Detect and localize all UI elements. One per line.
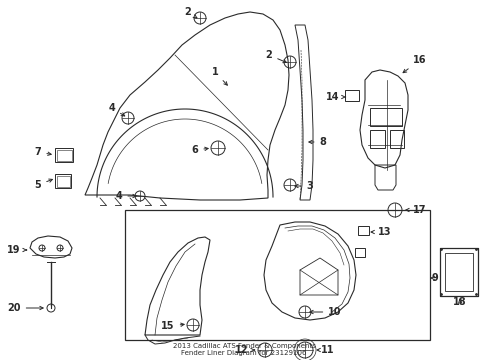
Bar (357, 226, 368, 235)
Text: 10: 10 (309, 307, 341, 317)
Bar (439, 248, 477, 296)
Text: 1: 1 (211, 67, 227, 85)
Text: 7: 7 (35, 147, 51, 157)
Bar (345, 90, 358, 101)
Text: 11: 11 (316, 345, 334, 355)
Text: 8: 8 (308, 137, 326, 147)
Text: 20: 20 (7, 303, 43, 313)
Text: 3: 3 (294, 181, 313, 191)
Text: 2: 2 (265, 50, 286, 63)
Text: 4: 4 (108, 103, 124, 116)
Bar (369, 108, 401, 126)
Text: 14: 14 (325, 92, 345, 102)
Bar (444, 253, 472, 291)
Text: 19: 19 (7, 245, 26, 255)
Text: 6: 6 (191, 145, 208, 155)
Text: 5: 5 (35, 179, 52, 190)
Text: 12: 12 (235, 345, 254, 355)
Bar (55, 174, 71, 188)
Bar (57, 149, 71, 161)
Bar (354, 248, 364, 257)
Text: 9: 9 (430, 273, 437, 283)
Bar (369, 130, 384, 148)
Bar (57, 175, 69, 186)
Text: 13: 13 (370, 227, 391, 237)
Text: 2013 Cadillac ATS Fender & Components
Fender Liner Diagram for 23129106: 2013 Cadillac ATS Fender & Components Fe… (172, 343, 315, 356)
Text: 2: 2 (184, 7, 197, 18)
Bar (55, 148, 73, 162)
Text: 16: 16 (402, 55, 426, 73)
Text: 17: 17 (405, 205, 426, 215)
Text: 18: 18 (452, 297, 466, 307)
Bar (125, 210, 429, 340)
Text: 15: 15 (161, 321, 184, 331)
Text: 4: 4 (115, 191, 136, 201)
Bar (389, 130, 403, 148)
